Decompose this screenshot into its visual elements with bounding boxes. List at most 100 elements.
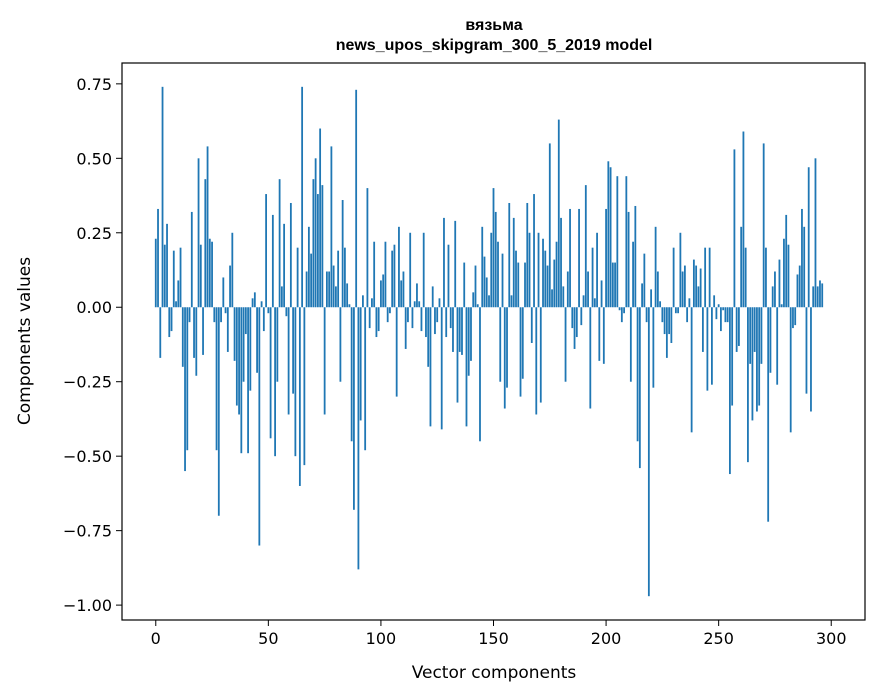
bar-6	[168, 307, 171, 338]
bar-112	[407, 307, 409, 323]
bar-161	[517, 262, 520, 308]
x-tick-label: 150	[478, 629, 509, 648]
y-axis-ticks: 0.75 0.50 0.25 0.00 −0.25 −0.50 −0.75 −1.00	[63, 75, 122, 615]
bar-134	[456, 307, 459, 403]
bar-182	[564, 307, 567, 382]
bar-295	[819, 280, 821, 308]
bar-12	[181, 307, 184, 367]
bar-109	[400, 280, 403, 308]
bar-162	[519, 307, 522, 397]
bar-245	[706, 307, 709, 391]
bar-249	[715, 307, 718, 320]
bar-86	[348, 304, 351, 308]
bar-146	[483, 256, 486, 308]
bar-3	[161, 86, 164, 308]
chart-title: вязьма	[465, 17, 522, 34]
bar-150	[492, 188, 495, 308]
bar-85	[346, 283, 349, 308]
bar-279	[783, 238, 785, 308]
bar-139	[467, 307, 470, 376]
bar-220	[650, 289, 653, 308]
bar-63	[296, 247, 299, 308]
bar-1	[157, 208, 159, 308]
bar-253	[724, 307, 727, 323]
bar-7	[170, 307, 173, 332]
bar-173	[544, 250, 547, 308]
bar-155	[503, 307, 506, 409]
bar-143	[476, 304, 479, 308]
bar-219	[647, 307, 650, 597]
y-axis-label: Components values	[15, 257, 35, 425]
bar-42	[249, 307, 252, 391]
bar-69	[310, 253, 313, 308]
bar-116	[416, 283, 418, 308]
bar-228	[668, 307, 671, 335]
bar-118	[420, 307, 423, 332]
bar-263	[747, 307, 749, 463]
bar-215	[638, 307, 641, 469]
bar-48	[262, 307, 265, 332]
bar-11	[179, 247, 182, 308]
bar-185	[571, 307, 574, 329]
bar-205	[616, 176, 619, 308]
bar-201	[607, 161, 610, 308]
bar-258	[735, 307, 738, 352]
bar-25	[211, 241, 213, 308]
bar-172	[542, 238, 544, 308]
bar-159	[512, 217, 515, 308]
bar-10	[177, 280, 180, 308]
bar-126	[438, 298, 441, 308]
bar-248	[713, 295, 716, 308]
bar-271	[765, 247, 767, 308]
bar-276	[776, 307, 779, 385]
bar-38	[240, 307, 243, 454]
bar-238	[690, 307, 693, 433]
bar-244	[704, 247, 707, 308]
bar-5	[166, 223, 168, 308]
bar-4	[163, 244, 166, 308]
bar-246	[708, 247, 711, 308]
bar-186	[573, 307, 576, 349]
bar-273	[769, 307, 772, 373]
bar-130	[447, 244, 450, 308]
bar-128	[443, 217, 445, 308]
bar-98	[375, 307, 378, 338]
bar-211	[629, 307, 632, 382]
y-tick-label: 0.50	[76, 149, 112, 168]
bar-99	[377, 307, 380, 332]
bar-164	[524, 262, 526, 308]
bar-124	[434, 307, 436, 335]
bar-285	[796, 274, 799, 308]
bar-71	[314, 158, 317, 308]
bar-274	[771, 286, 774, 308]
bar-261	[742, 131, 745, 308]
bar-214	[636, 307, 639, 442]
bar-287	[801, 208, 803, 308]
bar-111	[404, 307, 407, 349]
bar-121	[427, 307, 430, 367]
bar-266	[753, 307, 756, 352]
bar-82	[339, 307, 342, 382]
bar-117	[418, 301, 421, 308]
bar-169	[535, 307, 538, 415]
bar-35	[233, 307, 236, 361]
bar-157	[508, 202, 511, 308]
bar-264	[749, 307, 752, 364]
bar-32	[226, 307, 229, 352]
bar-31	[224, 307, 227, 314]
x-axis-label: Vector components	[412, 663, 577, 683]
x-tick-label: 250	[703, 629, 734, 648]
bar-47	[260, 301, 263, 308]
bar-110	[402, 271, 405, 308]
bar-78	[330, 146, 333, 308]
bar-222	[654, 226, 657, 308]
bar-33	[229, 265, 231, 308]
bar-275	[774, 271, 776, 308]
bar-102	[384, 241, 387, 308]
bar-262	[744, 247, 747, 308]
bar-88	[353, 307, 355, 510]
bar-101	[382, 274, 385, 308]
bar-227	[665, 307, 668, 358]
bar-140	[470, 307, 472, 361]
bar-231	[674, 307, 677, 314]
